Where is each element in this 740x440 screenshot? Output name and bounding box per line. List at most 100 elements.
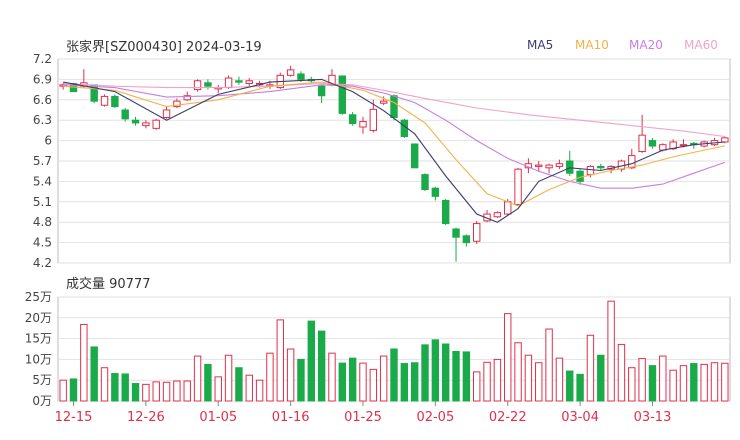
candle bbox=[100, 95, 109, 106]
candle bbox=[431, 187, 440, 197]
volume-bar bbox=[59, 379, 67, 402]
candle bbox=[441, 199, 450, 225]
volume-bar bbox=[400, 363, 409, 402]
price-tick-label: 4.8 bbox=[33, 215, 52, 229]
volume-bar bbox=[193, 355, 202, 402]
volume-bar bbox=[431, 339, 440, 402]
volume-bar bbox=[131, 383, 140, 402]
price-tick-label: 5.4 bbox=[33, 174, 52, 188]
candle bbox=[648, 140, 657, 147]
volume-bar bbox=[483, 361, 491, 402]
candle bbox=[566, 160, 574, 174]
candle bbox=[421, 174, 429, 191]
price-tick-label: 6.6 bbox=[33, 93, 52, 107]
x-tick-label: 01-05 bbox=[199, 410, 237, 425]
volume-bar bbox=[80, 323, 88, 402]
candle bbox=[545, 164, 553, 169]
candle bbox=[162, 109, 171, 118]
candle bbox=[359, 121, 367, 128]
ma60-line bbox=[63, 82, 725, 138]
candle bbox=[628, 155, 636, 169]
volume-bar bbox=[162, 381, 171, 402]
volume-bar bbox=[555, 357, 564, 402]
volume-bar bbox=[173, 380, 181, 402]
candle bbox=[297, 73, 305, 80]
volume-bar bbox=[69, 378, 78, 402]
volume-bar bbox=[524, 354, 533, 402]
volume-bar bbox=[152, 381, 160, 402]
chart-title: 张家界[SZ000430] 2024-03-19 bbox=[66, 40, 262, 55]
candle bbox=[504, 201, 512, 215]
volume-tick-label: 0万 bbox=[32, 394, 52, 408]
candle bbox=[473, 223, 481, 242]
volume-title: 成交量 90777 bbox=[66, 277, 151, 292]
ma20-line bbox=[63, 84, 725, 189]
volume-bar bbox=[648, 365, 657, 402]
candle bbox=[173, 100, 181, 108]
candle bbox=[638, 134, 646, 152]
candle bbox=[224, 77, 233, 89]
candle bbox=[286, 69, 295, 76]
volume-bar bbox=[576, 373, 584, 402]
candle bbox=[142, 122, 150, 127]
volume-bar bbox=[297, 358, 305, 402]
candle bbox=[183, 95, 191, 101]
candle bbox=[111, 95, 119, 108]
volume-bar bbox=[421, 344, 429, 402]
candle bbox=[390, 95, 398, 118]
candle bbox=[586, 165, 595, 176]
ma5-line bbox=[63, 78, 725, 223]
candle bbox=[555, 163, 564, 167]
volume-bar bbox=[659, 355, 667, 402]
candle bbox=[679, 144, 688, 147]
price-tick-label: 6.9 bbox=[33, 72, 52, 86]
volume-bar bbox=[224, 354, 233, 402]
volume-bar bbox=[266, 352, 274, 402]
volume-bar bbox=[348, 357, 357, 402]
candle bbox=[462, 235, 471, 244]
volume-bar bbox=[679, 365, 688, 402]
volume-tick-label: 25万 bbox=[25, 290, 52, 304]
price-tick-label: 7.2 bbox=[33, 52, 52, 66]
volume-bar bbox=[700, 363, 708, 402]
candle bbox=[317, 85, 326, 97]
volume-bar bbox=[514, 342, 522, 402]
volume-bar bbox=[628, 367, 636, 402]
candle bbox=[338, 75, 347, 114]
ma10-line bbox=[63, 81, 725, 207]
volume-tick-label: 20万 bbox=[25, 311, 52, 325]
volume-bar bbox=[586, 334, 595, 402]
volume-bar bbox=[359, 362, 367, 402]
volume-bar bbox=[369, 368, 378, 402]
volume-bar bbox=[235, 367, 243, 402]
volume-bar bbox=[204, 363, 212, 402]
volume-bar bbox=[504, 313, 512, 402]
volume-bar bbox=[535, 362, 543, 402]
volume-bar bbox=[597, 354, 605, 402]
candle bbox=[369, 108, 378, 131]
volume-bar bbox=[121, 373, 129, 402]
volume-bar bbox=[328, 352, 336, 402]
candle bbox=[493, 212, 502, 218]
candle bbox=[235, 80, 243, 83]
candle bbox=[379, 100, 388, 104]
volume-bar bbox=[638, 358, 646, 402]
volume-bar bbox=[307, 320, 315, 402]
legend-ma20: MA20 bbox=[629, 38, 663, 52]
volume-bar bbox=[390, 348, 398, 402]
legend-ma10: MA10 bbox=[575, 38, 609, 52]
volume-bar bbox=[545, 328, 553, 402]
volume-bar bbox=[255, 379, 264, 402]
legend-ma60: MA60 bbox=[684, 38, 718, 52]
volume-bar bbox=[410, 362, 419, 402]
volume-bar bbox=[338, 362, 347, 402]
volume-bar bbox=[183, 380, 191, 402]
candle bbox=[721, 137, 729, 143]
volume-bar bbox=[276, 319, 284, 402]
candle bbox=[245, 80, 253, 84]
volume-bar bbox=[493, 358, 502, 402]
candle bbox=[121, 109, 129, 120]
price-tick-label: 6 bbox=[44, 134, 52, 148]
